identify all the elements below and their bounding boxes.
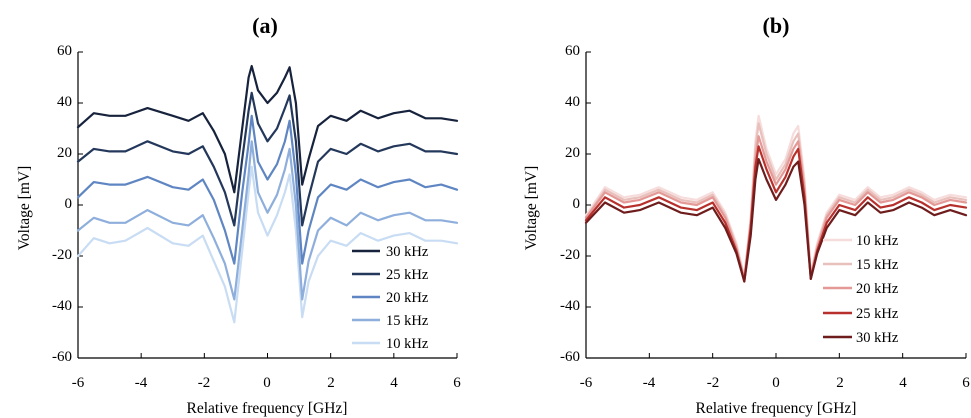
panel-a-x-tick-label: 4 [390,375,398,391]
panel-b-series-line [584,122,968,280]
panel-b-title: (b) [763,13,790,38]
panel-b: (b) Voltage [mV] Relative frequency [GHz… [523,13,970,417]
legend-label: 15 kHz [856,257,899,273]
panel-a-series-line [76,91,459,227]
panel-b-x-tick-label: 0 [772,375,780,391]
panel-b-x-tick-label: 2 [836,375,844,391]
panel-a-y-tick-label: -60 [52,349,72,365]
panel-b-x-tick-label: 6 [962,375,970,391]
panel-a-series-line [76,140,459,301]
panel-b-y-tick-label: 0 [573,196,581,212]
legend-label: 20 kHz [856,281,899,297]
panel-b-legend: 10 kHz 15 kHz 20 kHz 25 kHz 30 kHz [823,233,899,346]
panel-a-y-tick-label: 40 [57,94,72,110]
panel-a-x-tick-label: 2 [327,375,335,391]
legend-label: 30 kHz [856,330,899,346]
panel-a-x-tick-label: -2 [198,375,211,391]
panel-b-y-tick-label: 40 [565,94,580,110]
legend-label: 10 kHz [856,233,899,249]
panel-a-y-tick-label: -40 [52,298,72,314]
panel-a-x-tick-label: -6 [72,375,85,391]
panel-a-plot-area [76,52,459,359]
panel-a: (a) Voltage [mV] Relative frequency [GHz… [16,13,461,417]
panel-a-ticks: -6 -4 -2 0 2 4 6 -60 -40 -20 0 20 40 60 [52,43,461,391]
panel-a-x-tick-label: -4 [135,375,148,391]
panel-a-x-tick-label: 6 [453,375,461,391]
panel-a-x-axis-label: Relative frequency [GHz] [187,400,348,417]
panel-b-x-tick-label: 4 [899,375,907,391]
panel-b-series-line [584,158,968,283]
legend-label: 25 kHz [856,306,899,322]
panel-a-legend: 30 kHz 25 kHz 20 kHz 15 kHz 10 kHz [352,244,429,352]
panel-b-x-tick-label: -6 [580,375,593,391]
panel-b-y-tick-label: 60 [565,43,580,59]
panel-b-x-tick-label: -4 [643,375,656,391]
panel-b-y-tick-label: -40 [560,298,580,314]
panel-a-x-tick-label: 0 [263,375,271,391]
panel-b-plot-area [584,52,968,359]
panel-a-y-tick-label: 20 [57,145,72,161]
panel-b-series-line [584,114,968,278]
panel-b-x-axis-label: Relative frequency [GHz] [696,400,857,417]
legend-label: 30 kHz [386,244,429,260]
panel-a-series-line [76,64,459,194]
panel-b-x-tick-label: -2 [707,375,720,391]
legend-label: 15 kHz [386,313,429,329]
panel-b-y-tick-label: 20 [565,145,580,161]
panel-a-y-tick-label: -20 [52,247,72,263]
panel-b-series-line [584,145,968,283]
panel-b-y-axis-label: Voltage [mV] [523,166,540,251]
panel-a-y-tick-label: 60 [57,43,72,59]
panel-b-y-tick-label: -20 [560,247,580,263]
legend-label: 10 kHz [386,336,429,352]
panel-b-series-line [584,135,968,280]
legend-label: 25 kHz [386,267,429,283]
panel-b-ticks: -6 -4 -2 0 2 4 6 -60 -40 -20 0 20 40 60 [560,43,970,391]
panel-b-y-tick-label: -60 [560,349,580,365]
legend-label: 20 kHz [386,290,429,306]
panel-a-series-line [76,114,459,265]
panel-a-title: (a) [252,13,278,38]
panel-a-series-line [76,165,459,324]
panel-a-y-axis-label: Voltage [mV] [16,166,33,251]
panel-a-y-tick-label: 0 [65,196,73,212]
